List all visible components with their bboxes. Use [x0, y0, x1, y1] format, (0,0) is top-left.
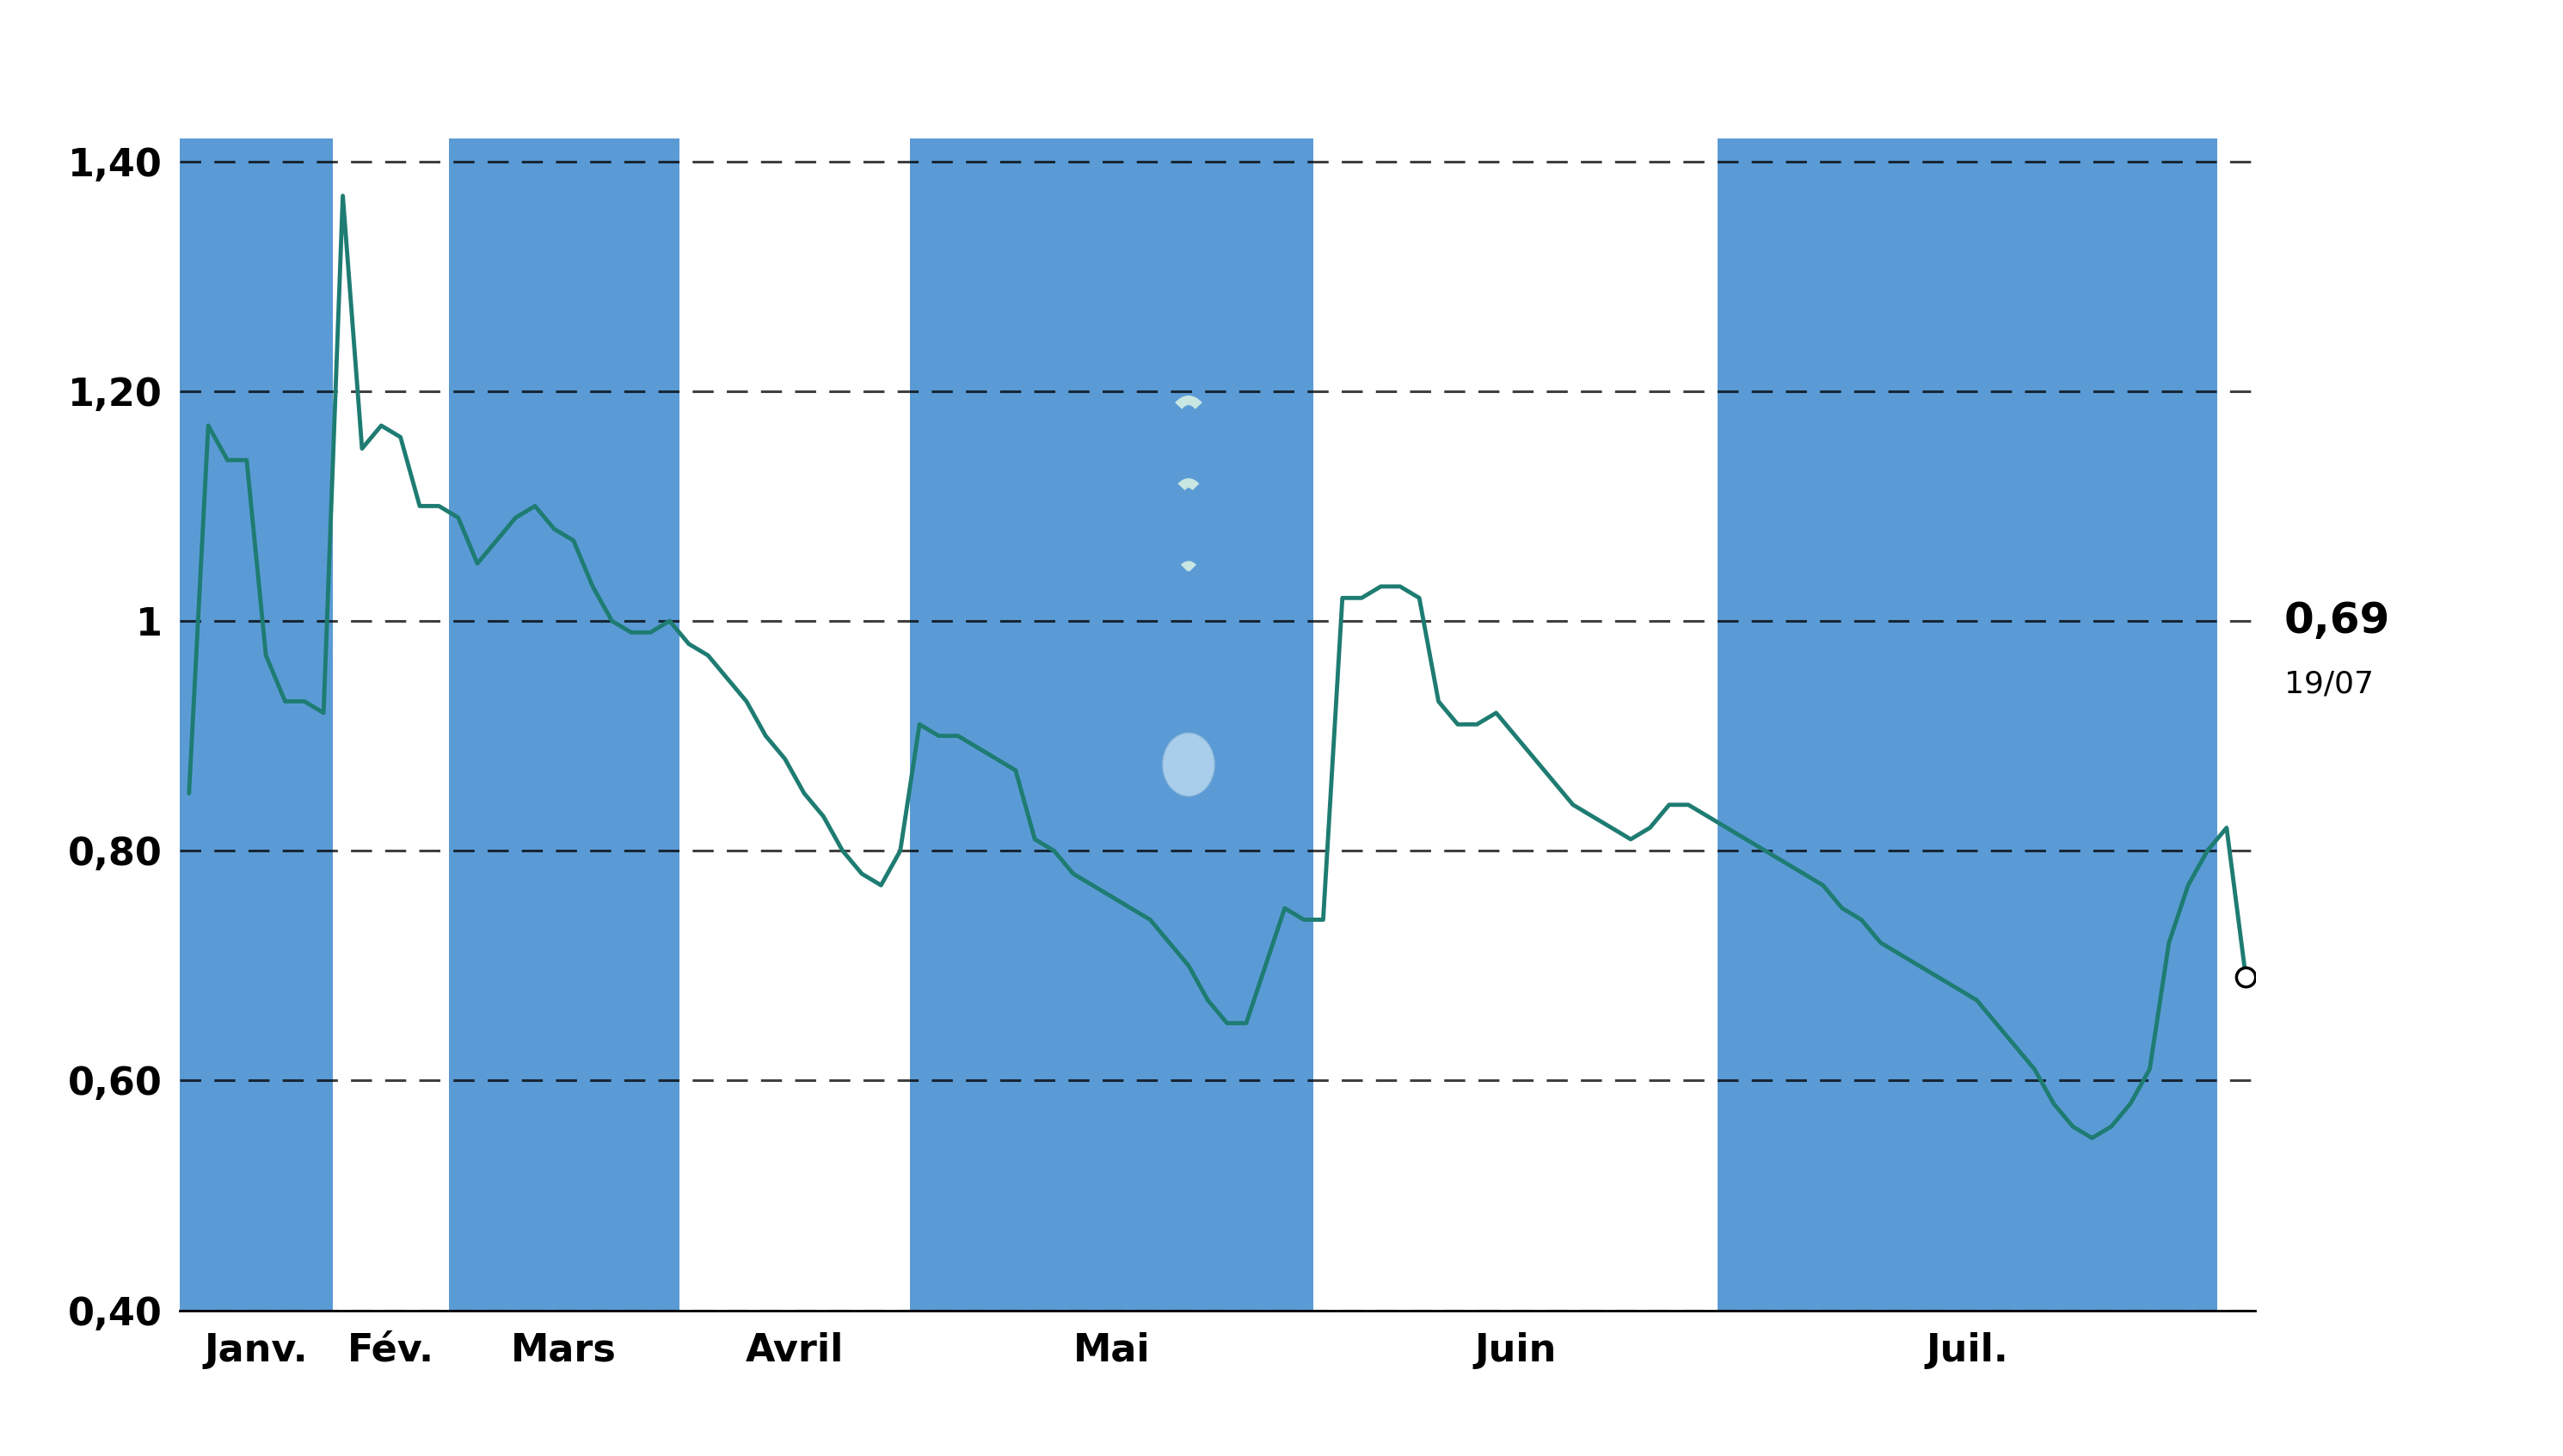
Bar — [1717, 138, 2217, 1310]
Bar — [910, 138, 1315, 1310]
Text: 19/07: 19/07 — [2284, 670, 2373, 699]
Ellipse shape — [1164, 732, 1215, 796]
Bar — [449, 138, 679, 1310]
Bar — [179, 138, 333, 1310]
Text: 0,69: 0,69 — [2284, 600, 2391, 642]
Text: MIRA Pharmaceuticals, Inc.: MIRA Pharmaceuticals, Inc. — [766, 33, 1797, 98]
